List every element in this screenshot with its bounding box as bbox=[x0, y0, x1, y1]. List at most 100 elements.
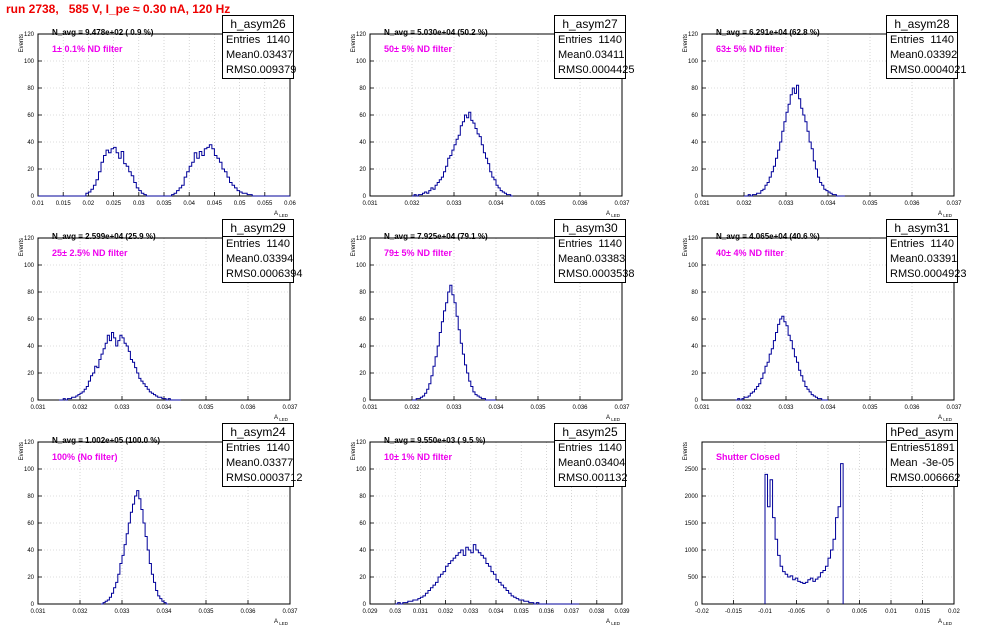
y-tick-label: 60 bbox=[27, 521, 34, 527]
stats-rms-value: 0.006662 bbox=[914, 472, 961, 484]
stats-mean-label: Mean bbox=[558, 457, 586, 469]
stats-entries-label: Entries bbox=[890, 238, 925, 250]
x-tick-label: 0.015 bbox=[915, 609, 931, 615]
stats-rms-label: RMS bbox=[558, 64, 583, 76]
stats-mean-row: Mean 0.03411 bbox=[555, 48, 625, 63]
stats-rms-value: 0.0003538 bbox=[582, 268, 635, 280]
y-tick-label: 60 bbox=[359, 113, 366, 119]
stats-box: h_asym24 Entries 1140 Mean 0.03377 RMS 0.00037… bbox=[222, 423, 302, 487]
stats-rms-label: RMS bbox=[890, 268, 915, 280]
y-tick-label: 120 bbox=[356, 440, 367, 446]
y-tick-label: 100 bbox=[688, 59, 699, 65]
y-tick-label: 80 bbox=[691, 86, 698, 92]
y-tick-label: 2000 bbox=[685, 494, 699, 500]
filter-note: Shutter Closed bbox=[716, 452, 781, 462]
y-tick-label: 60 bbox=[359, 317, 366, 323]
x-tick-label: 0.034 bbox=[156, 405, 172, 411]
x-tick-label: 0.031 bbox=[30, 405, 46, 411]
stats-rms-label: RMS bbox=[558, 472, 583, 484]
stats-entries-value: 1140 bbox=[930, 34, 954, 46]
stats-entries-label: Entries bbox=[226, 238, 261, 250]
y-tick-label: 60 bbox=[359, 521, 366, 527]
x-tick-label: -0.02 bbox=[695, 609, 709, 615]
y-tick-label: 0 bbox=[31, 194, 35, 200]
filter-note: 1± 0.1% ND filter bbox=[52, 44, 123, 54]
stats-entries-label: Entries bbox=[890, 442, 925, 454]
x-tick-label: 0.035 bbox=[530, 405, 546, 411]
histogram-svg: -0.02 -0.015 -0.01 -0.005 0 0.005 0.01 0.015 0.0… bbox=[683, 441, 960, 626]
x-tick-label: 0.032 bbox=[736, 405, 752, 411]
histogram-panel-h_asym28: 0.031 0.032 0.033 0.034 0.035 0.036 0.037 0 20 40… bbox=[664, 15, 996, 225]
x-tick-label: 0.032 bbox=[736, 201, 752, 207]
x-axis-title: A LED bbox=[274, 415, 289, 422]
histogram-panel-h_asym25: 0.029 0.03 0.031 0.032 0.033 0.034 0.035 0.036 0… bbox=[332, 423, 664, 633]
x-tick-label: 0.032 bbox=[404, 201, 420, 207]
x-tick-label: 0.037 bbox=[614, 201, 630, 207]
stats-rms-value: 0.001132 bbox=[582, 472, 628, 484]
y-tick-label: 0 bbox=[695, 194, 699, 200]
y-tick-label: 40 bbox=[691, 140, 698, 146]
x-tick-label: 0.033 bbox=[114, 609, 130, 615]
x-axis-title: A LED bbox=[606, 619, 621, 626]
y-tick-label: 120 bbox=[24, 32, 35, 38]
stats-entries-value: 1140 bbox=[266, 34, 290, 46]
x-tick-label: 0.03 bbox=[389, 609, 401, 615]
stats-rms-row: RMS 0.0006394 bbox=[223, 267, 302, 282]
y-tick-label: 20 bbox=[691, 167, 698, 173]
x-tick-label: -0.005 bbox=[788, 609, 806, 615]
stats-rms-label: RMS bbox=[226, 268, 251, 280]
x-tick-label: 0.039 bbox=[614, 609, 630, 615]
histogram-panel-h_asym24: 0.031 0.032 0.033 0.034 0.035 0.036 0.037 0 20 40… bbox=[0, 423, 332, 633]
filter-note: 40± 4% ND filter bbox=[716, 248, 784, 258]
stats-mean-value: 0.03437 bbox=[253, 49, 294, 61]
stats-mean-row: Mean 0.03394 bbox=[223, 252, 293, 267]
x-tick-label: 0.01 bbox=[885, 609, 897, 615]
x-tick-label: 0.025 bbox=[106, 201, 122, 207]
stats-mean-row: Mean -3e-05 bbox=[887, 456, 957, 471]
x-tick-label: 0.036 bbox=[572, 201, 588, 207]
stats-entries-label: Entries bbox=[890, 34, 925, 46]
stats-mean-value: 0.03404 bbox=[585, 457, 626, 469]
y-tick-label: 20 bbox=[691, 371, 698, 377]
x-tick-label: 0.031 bbox=[694, 201, 710, 207]
x-tick-label: 0.033 bbox=[463, 609, 479, 615]
y-axis-title: Events bbox=[683, 238, 689, 256]
x-tick-label: 0.036 bbox=[240, 609, 256, 615]
x-tick-label: 0.033 bbox=[446, 405, 462, 411]
x-tick-label: 0.031 bbox=[694, 405, 710, 411]
stats-rms-row: RMS 0.0004425 bbox=[555, 63, 634, 78]
y-tick-label: 80 bbox=[27, 290, 34, 296]
x-tick-label: 0.036 bbox=[240, 405, 256, 411]
y-tick-label: 100 bbox=[24, 467, 35, 473]
stats-entries-value: 1140 bbox=[266, 442, 290, 454]
x-tick-label: 0.035 bbox=[198, 609, 214, 615]
x-axis-title: A LED bbox=[274, 619, 289, 626]
y-tick-label: 80 bbox=[359, 86, 366, 92]
x-tick-label: 0.03 bbox=[133, 201, 145, 207]
x-tick-label: 0.035 bbox=[862, 201, 878, 207]
y-tick-label: 100 bbox=[24, 59, 35, 65]
stats-histo-name: h_asym30 bbox=[555, 220, 625, 237]
stats-mean-value: 0.03392 bbox=[917, 49, 958, 61]
y-tick-label: 80 bbox=[359, 290, 366, 296]
stats-mean-value: -3e-05 bbox=[922, 457, 954, 469]
histogram-panel-h_asym26: 0.01 0.015 0.02 0.025 0.03 0.035 0.04 0.045 0.05… bbox=[0, 15, 332, 225]
y-tick-label: 80 bbox=[359, 494, 366, 500]
y-tick-label: 80 bbox=[27, 494, 34, 500]
y-tick-label: 1000 bbox=[685, 548, 699, 554]
stats-histo-name: h_asym25 bbox=[555, 424, 625, 441]
x-tick-label: 0.01 bbox=[32, 201, 44, 207]
stats-rms-row: RMS 0.0003538 bbox=[555, 267, 634, 282]
stats-entries-row: Entries 51891 bbox=[887, 441, 957, 456]
x-tick-label: 0.055 bbox=[257, 201, 273, 207]
stats-mean-label: Mean bbox=[890, 49, 918, 61]
histogram-svg: 0.031 0.032 0.033 0.034 0.035 0.036 0.037 0 20 40… bbox=[351, 32, 630, 218]
y-tick-label: 120 bbox=[688, 236, 699, 242]
stats-histo-name: h_asym26 bbox=[223, 16, 293, 33]
x-tick-label: 0.034 bbox=[488, 405, 504, 411]
stats-mean-value: 0.03394 bbox=[253, 253, 294, 265]
x-tick-label: 0.034 bbox=[156, 609, 172, 615]
y-tick-label: 0 bbox=[363, 398, 367, 404]
x-tick-label: 0.031 bbox=[413, 609, 429, 615]
stats-rms-value: 0.0004425 bbox=[582, 64, 635, 76]
